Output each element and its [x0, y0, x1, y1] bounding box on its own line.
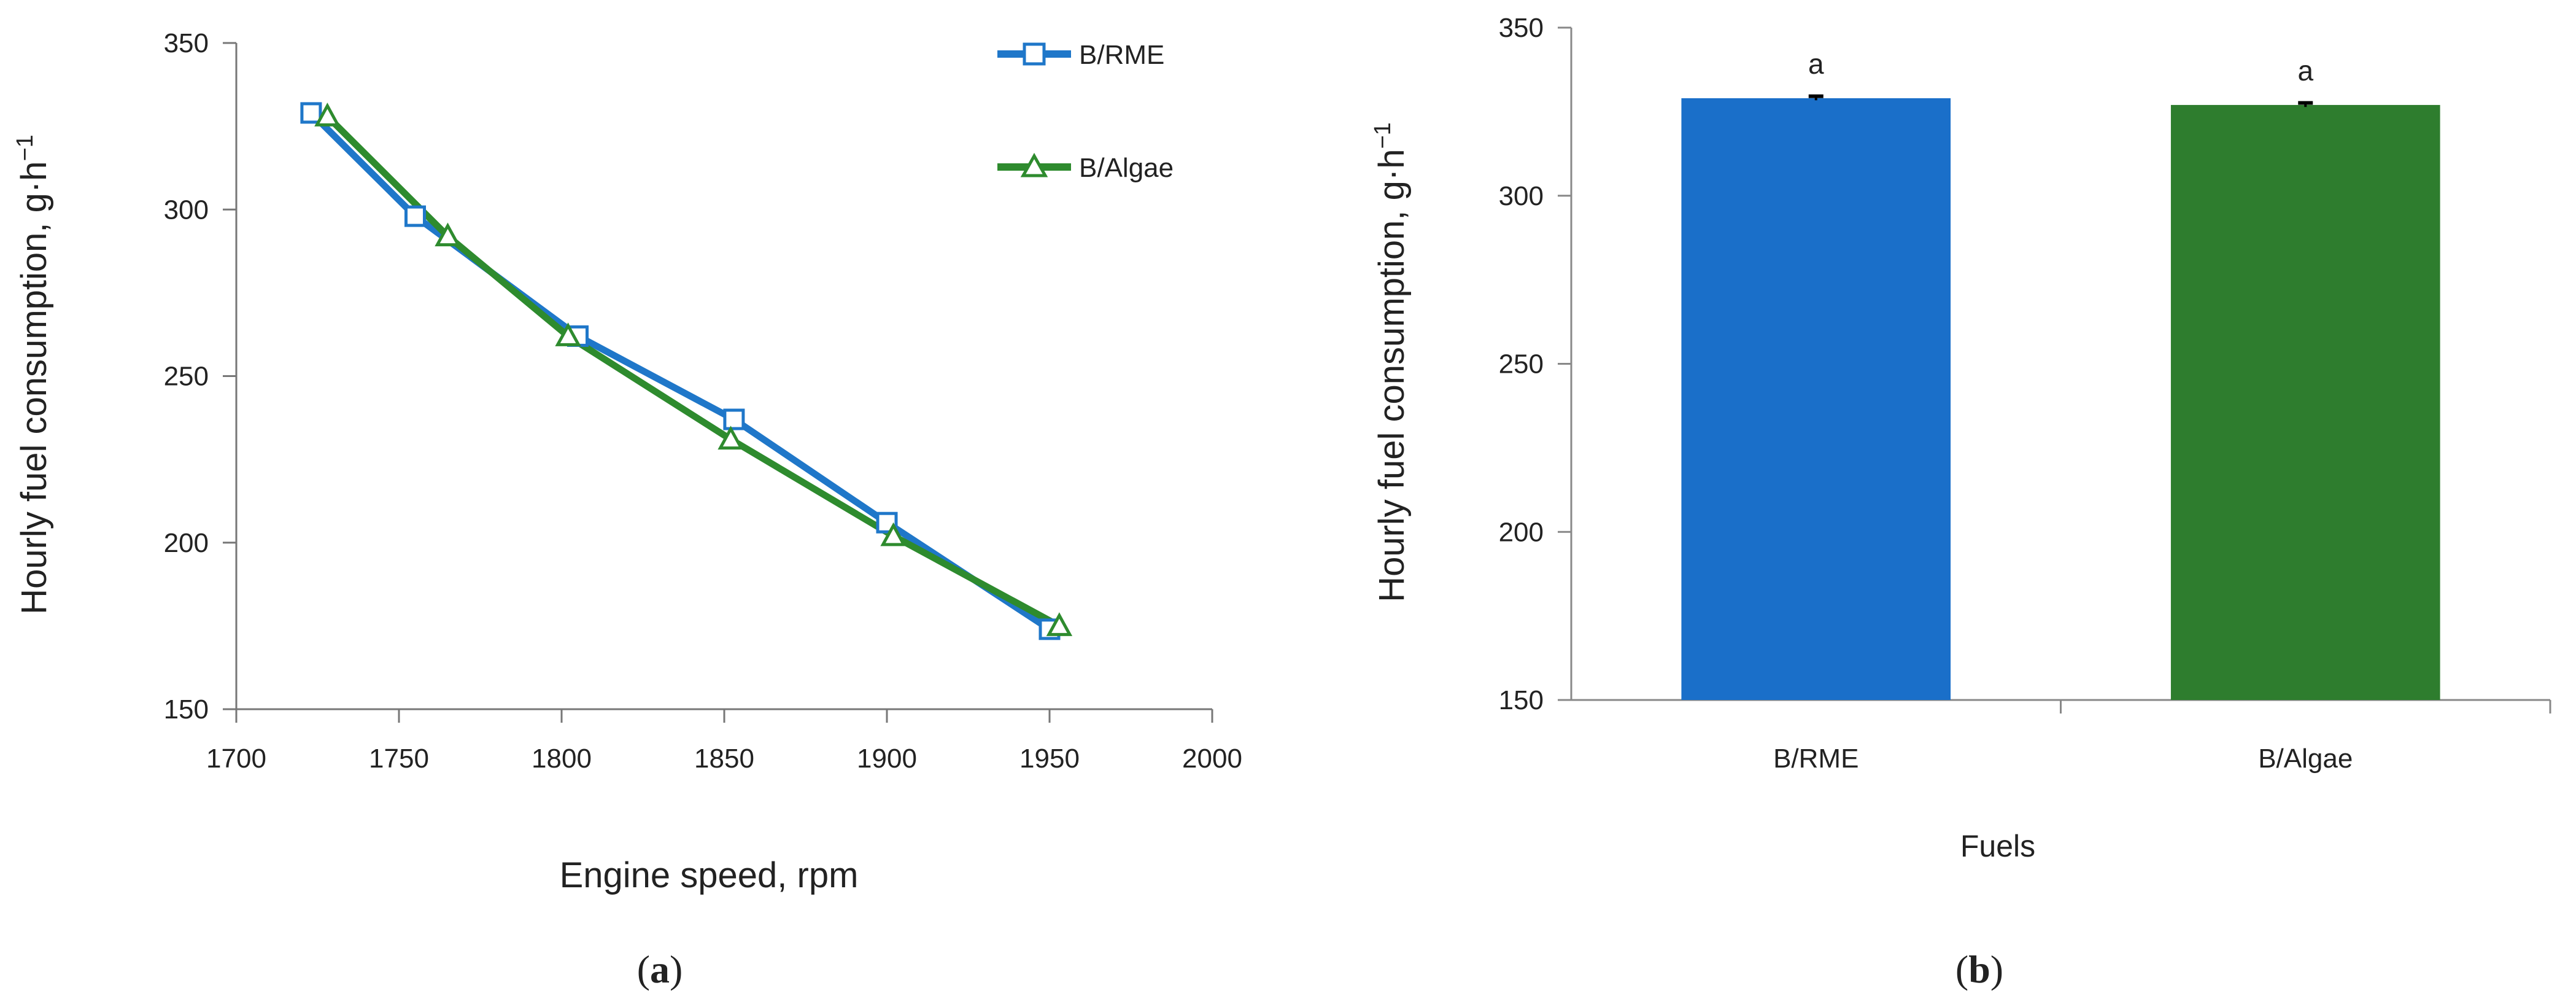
series-line-b-algae	[325, 114, 1061, 629]
y-axis-title-a-text: Hourly fuel consumption, g·h	[14, 161, 54, 615]
x-axis-title-a: Engine speed, rpm	[560, 855, 859, 895]
y-tick-label: 250	[164, 362, 209, 392]
y-tick-label: 200	[1499, 517, 1544, 547]
data-point-b-algae	[314, 103, 341, 126]
legend: B/RME B/Algae	[997, 40, 1174, 183]
y-tick-label: 200	[164, 528, 209, 558]
x-tick-label: 1700	[206, 744, 266, 774]
y-axis-title-b-text: Hourly fuel consumption, g·h	[1372, 149, 1412, 602]
x-tick-label: 1800	[532, 744, 592, 774]
x-tick-label: 1900	[857, 744, 917, 774]
x-category-label-b-algae: B/Algae	[2258, 744, 2353, 774]
bar-b-rme	[1681, 98, 1951, 701]
panel-label-a-letter: a	[650, 947, 670, 991]
panel-label-a: (a)	[637, 947, 683, 991]
legend-label-b-algae: B/Algae	[1079, 153, 1174, 183]
series-line-b-rme	[309, 111, 1052, 632]
data-point-b-algae	[717, 426, 744, 450]
data-point-b-rme	[300, 102, 322, 124]
x-category-label-b-rme: B/RME	[1773, 744, 1859, 774]
x-tick-label: 1950	[1019, 744, 1080, 774]
y-axis-title-b-superscript: −1	[1370, 122, 1396, 149]
x-axis-title-b: Fuels	[1960, 829, 2035, 863]
data-point-b-algae	[1046, 612, 1073, 636]
y-axis-title-a-superscript: −1	[12, 134, 38, 161]
bar-chart-panel: 150 200 250 300 350 a B/RME a B/Algae Fuels Hou…	[1370, 13, 2551, 991]
y-tick-label: 350	[1499, 13, 1544, 43]
y-tick-label: 150	[1499, 685, 1544, 715]
data-point-b-algae	[880, 522, 907, 546]
data-point-b-rme	[404, 205, 426, 227]
bar-b-algae	[2170, 104, 2440, 701]
legend-label-b-rme: B/RME	[1079, 40, 1164, 70]
significance-label: a	[2297, 55, 2313, 87]
y-tick-label: 300	[1499, 181, 1544, 211]
significance-label: a	[1808, 48, 1824, 80]
legend-marker-b-rme	[1023, 42, 1046, 66]
legend-marker-b-algae	[1020, 152, 1048, 177]
x-tick-label: 1850	[694, 744, 754, 774]
x-tick-label: 1750	[369, 744, 429, 774]
data-point-b-algae	[435, 222, 461, 247]
y-tick-label: 350	[164, 28, 209, 58]
data-point-b-algae	[555, 322, 581, 346]
panel-label-b: (b)	[1955, 947, 2003, 991]
y-tick-label: 300	[164, 195, 209, 225]
panel-label-b-letter: b	[1968, 947, 1990, 991]
y-axis-title-a: Hourly fuel consumption, g·h−1	[12, 134, 54, 615]
y-tick-label: 150	[164, 694, 209, 725]
y-tick-label: 250	[1499, 349, 1544, 379]
data-point-b-rme	[723, 408, 745, 430]
x-tick-label: 2000	[1182, 744, 1242, 774]
y-axis-title-b: Hourly fuel consumption, g·h−1	[1370, 122, 1412, 602]
line-chart-panel: 150 200 250 300 350 1700 1750 1800 1850 1900 1950…	[12, 28, 1242, 991]
